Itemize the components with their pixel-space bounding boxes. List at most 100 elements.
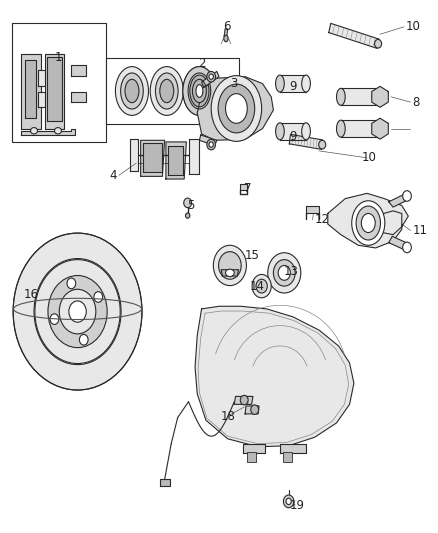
- Ellipse shape: [188, 73, 211, 109]
- Ellipse shape: [403, 242, 411, 253]
- Polygon shape: [25, 60, 36, 118]
- Ellipse shape: [31, 127, 38, 134]
- Ellipse shape: [276, 75, 284, 92]
- Polygon shape: [160, 479, 170, 486]
- Ellipse shape: [190, 75, 209, 107]
- Ellipse shape: [79, 334, 88, 345]
- Polygon shape: [188, 139, 199, 174]
- Text: 1: 1: [54, 51, 62, 63]
- Polygon shape: [21, 128, 75, 135]
- Polygon shape: [47, 57, 62, 120]
- Text: 8: 8: [413, 95, 420, 109]
- Ellipse shape: [276, 123, 284, 140]
- Ellipse shape: [278, 265, 290, 280]
- Text: 18: 18: [220, 409, 235, 423]
- Polygon shape: [21, 54, 41, 128]
- Text: 9: 9: [289, 130, 297, 143]
- Ellipse shape: [286, 498, 291, 505]
- Ellipse shape: [319, 140, 326, 149]
- Ellipse shape: [184, 198, 191, 208]
- Ellipse shape: [251, 405, 258, 415]
- Ellipse shape: [13, 233, 142, 390]
- Polygon shape: [341, 120, 380, 137]
- Polygon shape: [71, 92, 86, 102]
- Text: 10: 10: [406, 20, 421, 34]
- Ellipse shape: [211, 76, 261, 141]
- Bar: [283, 452, 292, 462]
- Text: 19: 19: [290, 498, 305, 512]
- Polygon shape: [221, 270, 239, 276]
- Text: 7: 7: [244, 182, 251, 195]
- Ellipse shape: [226, 94, 247, 123]
- Ellipse shape: [207, 139, 215, 150]
- Polygon shape: [372, 86, 389, 107]
- Ellipse shape: [185, 213, 190, 218]
- Text: 4: 4: [109, 169, 117, 182]
- Ellipse shape: [48, 276, 107, 348]
- Ellipse shape: [69, 301, 86, 322]
- Polygon shape: [328, 193, 408, 248]
- Text: 13: 13: [283, 265, 298, 278]
- Ellipse shape: [302, 75, 311, 92]
- Polygon shape: [280, 123, 306, 140]
- Ellipse shape: [120, 73, 143, 109]
- Ellipse shape: [336, 88, 345, 106]
- Ellipse shape: [224, 35, 228, 42]
- Ellipse shape: [155, 73, 178, 109]
- Ellipse shape: [219, 252, 241, 279]
- Text: 10: 10: [362, 151, 377, 164]
- Ellipse shape: [256, 279, 267, 293]
- Polygon shape: [199, 135, 217, 146]
- Polygon shape: [197, 77, 273, 140]
- Polygon shape: [201, 71, 219, 87]
- Ellipse shape: [34, 259, 121, 365]
- Polygon shape: [240, 184, 247, 190]
- Text: 3: 3: [230, 77, 237, 90]
- Text: 16: 16: [23, 288, 39, 301]
- Ellipse shape: [302, 123, 311, 140]
- Polygon shape: [290, 134, 323, 149]
- Ellipse shape: [218, 84, 254, 133]
- Text: 5: 5: [187, 199, 194, 212]
- Polygon shape: [389, 193, 410, 207]
- Polygon shape: [341, 88, 380, 106]
- Ellipse shape: [336, 120, 345, 137]
- Polygon shape: [372, 118, 389, 139]
- Polygon shape: [245, 406, 259, 414]
- Polygon shape: [130, 139, 138, 171]
- Ellipse shape: [213, 245, 247, 286]
- Ellipse shape: [54, 127, 61, 134]
- Polygon shape: [195, 306, 354, 447]
- Ellipse shape: [374, 39, 381, 48]
- Text: 11: 11: [413, 224, 427, 237]
- Ellipse shape: [273, 260, 295, 286]
- Bar: [106, 58, 239, 124]
- Ellipse shape: [283, 495, 294, 508]
- Ellipse shape: [183, 67, 216, 115]
- Ellipse shape: [35, 260, 120, 364]
- Polygon shape: [389, 236, 410, 251]
- Ellipse shape: [252, 274, 271, 298]
- Ellipse shape: [116, 67, 148, 115]
- Polygon shape: [224, 29, 228, 36]
- Text: 6: 6: [223, 20, 230, 34]
- Ellipse shape: [356, 206, 381, 240]
- Text: 2: 2: [198, 58, 205, 70]
- Ellipse shape: [240, 395, 248, 405]
- Polygon shape: [280, 444, 306, 453]
- Polygon shape: [234, 397, 253, 405]
- Bar: [12, 22, 106, 142]
- Ellipse shape: [160, 79, 174, 103]
- Polygon shape: [243, 444, 265, 453]
- Ellipse shape: [196, 85, 203, 98]
- Ellipse shape: [94, 292, 102, 302]
- Polygon shape: [168, 146, 184, 175]
- Ellipse shape: [125, 79, 139, 103]
- Text: 12: 12: [315, 213, 330, 227]
- Ellipse shape: [268, 253, 301, 293]
- Polygon shape: [306, 206, 319, 214]
- Polygon shape: [143, 143, 162, 172]
- Ellipse shape: [50, 314, 59, 325]
- Text: 15: 15: [245, 249, 260, 262]
- Polygon shape: [166, 142, 186, 179]
